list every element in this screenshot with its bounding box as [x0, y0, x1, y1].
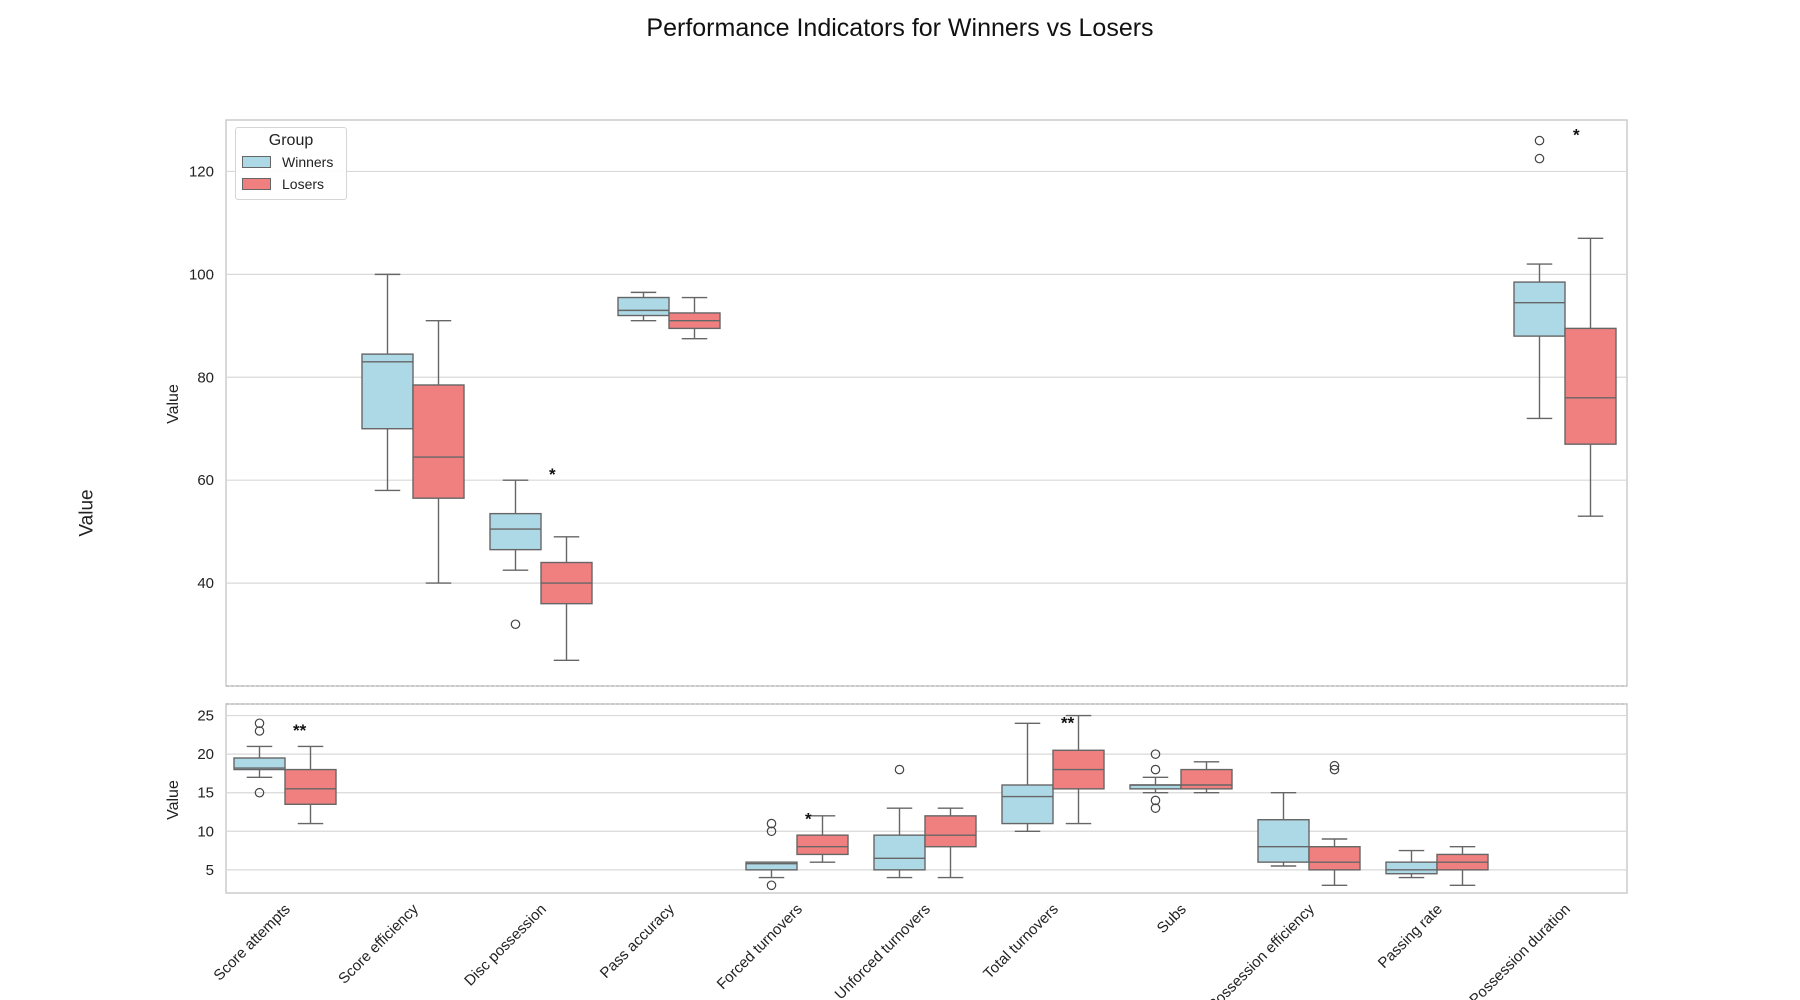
- box-forced-turnovers-winners: [745, 818, 798, 891]
- legend-label-winners: Winners: [282, 154, 334, 170]
- figure-y-axis-label: Value: [76, 489, 98, 537]
- outlier-point: [1534, 135, 1545, 146]
- outlier-point: [894, 764, 905, 775]
- box-pass-accuracy-losers: [668, 296, 721, 340]
- box-forced-turnovers-losers: [796, 815, 849, 863]
- outlier-point: [510, 619, 521, 630]
- box-score-efficiency-winners: [361, 273, 414, 492]
- box-iqr: [284, 768, 337, 805]
- outlier-point: [766, 818, 777, 829]
- box-iqr: [412, 384, 465, 499]
- box-score-attempts-losers: [284, 745, 337, 825]
- x-tick-label-score-attempts: Score attempts: [210, 901, 293, 984]
- x-tick-label-possession-duration: Possession duration: [1466, 901, 1574, 1000]
- box-iqr: [924, 815, 977, 848]
- box-iqr: [1257, 819, 1310, 863]
- x-tick-label-score-efficiency: Score efficiency: [335, 900, 422, 987]
- legend-item-winners: Winners: [242, 153, 333, 171]
- box-possession-efficiency-losers: [1308, 760, 1361, 886]
- y-tick-label: 60: [197, 472, 214, 489]
- box-iqr: [873, 834, 926, 871]
- legend-swatch-losers: [242, 178, 271, 190]
- outlier-point: [1329, 764, 1340, 775]
- box-iqr: [361, 353, 414, 430]
- y-tick-label: 10: [197, 823, 214, 840]
- legend-swatch-winners: [242, 156, 271, 168]
- box-iqr: [1180, 768, 1233, 790]
- x-tick-label-pass-accuracy: Pass accuracy: [597, 900, 678, 981]
- y-tick-label: 15: [197, 785, 214, 802]
- significance-marker: *: [1573, 125, 1580, 144]
- outlier-point: [1150, 749, 1161, 759]
- y-tick-label: 40: [197, 575, 214, 592]
- box-pass-accuracy-winners: [617, 291, 670, 322]
- box-passing-rate-losers: [1436, 846, 1489, 886]
- x-tick-label-forced-turnovers: Forced turnovers: [714, 901, 806, 993]
- y-tick-label: 80: [197, 369, 214, 386]
- x-tick-label-unforced-turnovers: Unforced turnovers: [832, 901, 934, 1000]
- box-disc-possession-losers: [540, 536, 593, 661]
- significance-marker: **: [293, 721, 307, 740]
- outlier-point: [254, 718, 265, 729]
- legend-title: Group: [268, 132, 314, 149]
- box-total-turnovers-winners: [1001, 722, 1054, 832]
- box-iqr: [617, 296, 670, 317]
- box-possession-duration-losers: [1564, 237, 1617, 517]
- y-tick-label: 5: [206, 862, 214, 879]
- box-unforced-turnovers-winners: [873, 764, 926, 879]
- x-tick-label-disc-possession: Disc possession: [461, 901, 550, 990]
- significance-marker: *: [805, 810, 812, 829]
- box-score-efficiency-losers: [412, 319, 465, 584]
- box-subs-losers: [1180, 761, 1233, 794]
- box-possession-duration-winners: [1513, 135, 1566, 420]
- y-tick-label: 100: [189, 266, 214, 283]
- significance-marker: *: [549, 465, 556, 484]
- outlier-point: [1150, 803, 1161, 813]
- box-iqr: [1385, 861, 1438, 875]
- chart-title: Performance Indicators for Winners vs Lo…: [646, 14, 1154, 42]
- panel-y-axis-label: Value: [165, 780, 182, 820]
- x-tick-label-passing-rate: Passing rate: [1375, 901, 1446, 972]
- box-possession-efficiency-winners: [1257, 792, 1310, 867]
- box-total-turnovers-losers: [1052, 714, 1105, 825]
- outlier-point: [254, 726, 265, 736]
- panel-y-axis-label: Value: [165, 384, 182, 424]
- box-score-attempts-winners: [233, 718, 286, 798]
- y-tick-label: 120: [189, 163, 214, 180]
- outlier-point: [766, 880, 777, 891]
- box-iqr: [745, 861, 798, 871]
- legend: Group Winners Losers: [235, 127, 347, 200]
- box-iqr: [796, 834, 849, 856]
- outlier-point: [1534, 153, 1545, 164]
- box-iqr: [1564, 327, 1617, 445]
- y-tick-label: 25: [197, 708, 214, 725]
- box-iqr: [233, 757, 286, 771]
- x-tick-label-subs: Subs: [1154, 901, 1190, 937]
- box-iqr: [489, 512, 542, 551]
- outlier-point: [1329, 760, 1340, 771]
- box-iqr: [1001, 784, 1054, 825]
- outlier-point: [1150, 764, 1161, 775]
- y-tick-label: 20: [197, 746, 214, 763]
- box-unforced-turnovers-losers: [924, 807, 977, 879]
- significance-marker: **: [1061, 713, 1075, 732]
- x-tick-label-total-turnovers: Total turnovers: [980, 901, 1062, 983]
- outlier-point: [766, 826, 777, 837]
- box-subs-winners: [1129, 749, 1182, 813]
- box-iqr: [1513, 281, 1566, 337]
- legend-item-losers: Losers: [242, 175, 324, 193]
- legend-label-losers: Losers: [282, 176, 325, 192]
- outlier-point: [1150, 795, 1161, 806]
- box-disc-possession-winners: [489, 479, 542, 630]
- panel-top: 40 60 80 100 120 Value * *: [165, 119, 1628, 687]
- x-tick-label-possession-efficiency: Possession efficiency: [1205, 900, 1319, 1000]
- outlier-point: [254, 787, 265, 798]
- box-iqr: [1308, 846, 1361, 871]
